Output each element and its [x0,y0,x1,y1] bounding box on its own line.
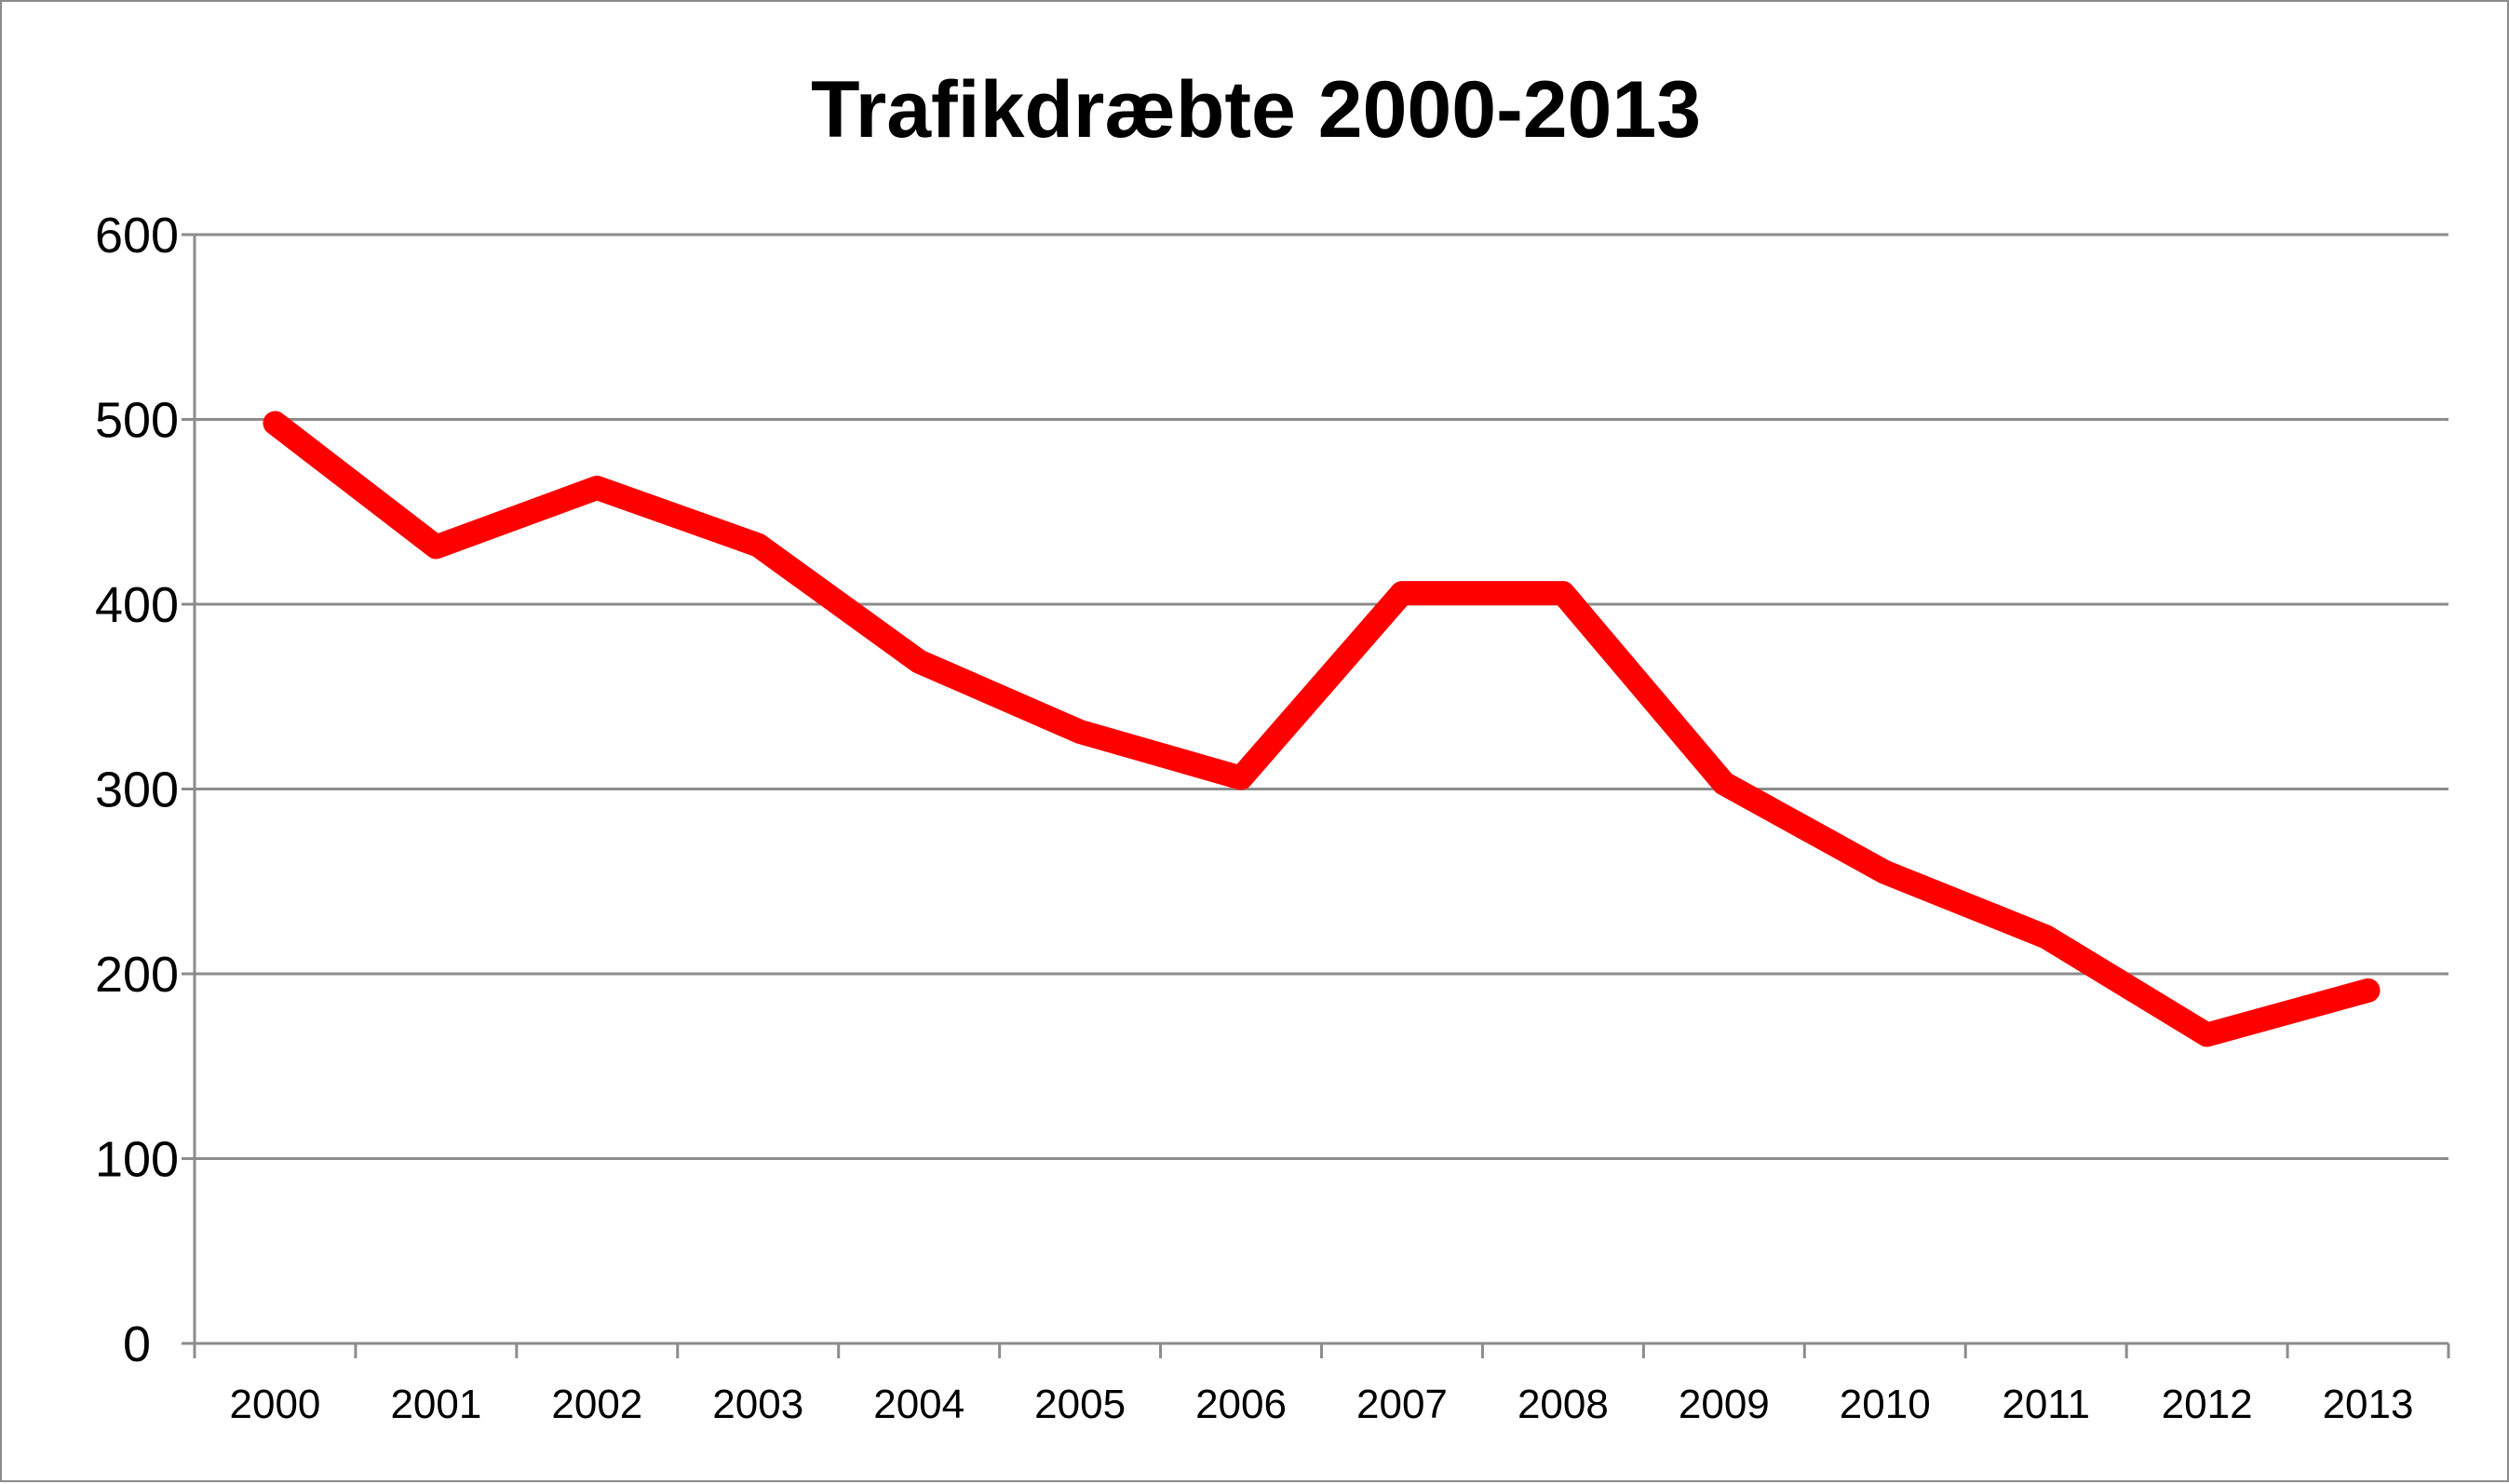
chart-title: Trafikdræbte 2000-2013 [811,65,1701,155]
x-tick-label-2002: 2002 [551,1382,642,1427]
data-point-2000 [274,422,276,424]
data-point-2011 [2045,936,2047,938]
y-tick-label-500: 500 [95,393,179,449]
x-tick-label-2011: 2011 [2002,1382,2090,1427]
data-point-2004 [918,661,920,663]
data-point-2006 [1240,777,1242,779]
x-tick-label-2001: 2001 [390,1382,481,1427]
data-point-2007 [1401,592,1403,594]
y-axis-tick-labels: 0 100 200 300 400 500 600 [95,208,179,1372]
y-tick-label-200: 200 [95,947,179,1003]
x-tick-label-2010: 2010 [1840,1382,1931,1427]
y-tick-label-300: 300 [95,762,179,818]
x-tick-label-2000: 2000 [230,1382,321,1427]
x-tick-label-2006: 2006 [1195,1382,1287,1427]
data-point-2002 [596,487,598,489]
data-point-2003 [757,544,759,546]
x-tick-label-2008: 2008 [1518,1382,1609,1427]
x-axis-tick-labels: 2000 2001 2002 2003 2004 2005 2006 2007 2008 2009… [230,1382,2414,1427]
data-point-2009 [1723,783,1725,785]
y-tick-label-400: 400 [95,577,179,633]
y-tick-label-0: 0 [123,1316,151,1372]
y-tick-label-600: 600 [95,208,179,263]
axes [182,233,2450,1358]
x-tick-label-2009: 2009 [1679,1382,1770,1427]
y-tick-label-100: 100 [95,1132,179,1188]
data-point-2013 [2367,990,2369,992]
series-layer [263,411,2381,1047]
gridlines [195,233,2448,1160]
x-tick-label-2007: 2007 [1356,1382,1448,1427]
x-tick-label-2004: 2004 [873,1382,964,1427]
data-point-2005 [1079,731,1081,733]
x-tick-label-2012: 2012 [2162,1382,2253,1427]
data-point-2008 [1562,592,1564,594]
x-tick-label-2013: 2013 [2323,1382,2414,1427]
x-tick-label-2003: 2003 [712,1382,803,1427]
data-point-2010 [1884,871,1886,873]
data-point-2012 [2206,1034,2208,1036]
series-line-0 [263,411,2381,1047]
data-point-2001 [435,546,437,547]
x-tick-label-2005: 2005 [1034,1382,1126,1427]
